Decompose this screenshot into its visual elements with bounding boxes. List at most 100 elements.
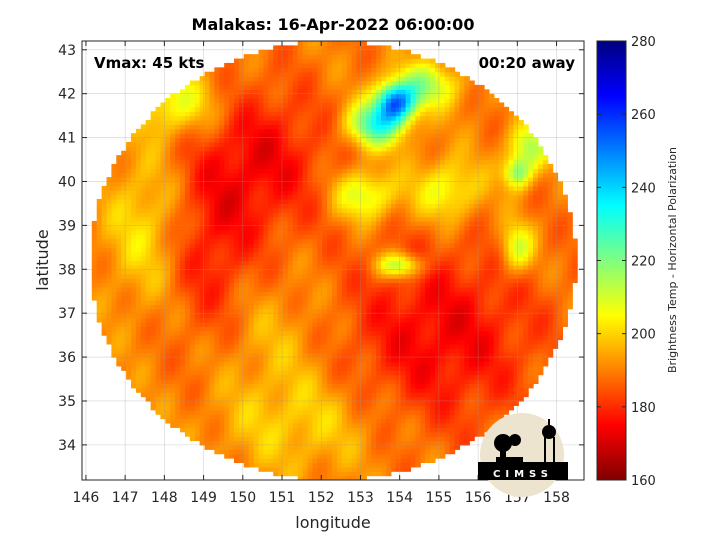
swath-cell xyxy=(278,242,284,248)
swath-cell xyxy=(410,212,416,218)
swath-cell xyxy=(346,379,353,385)
swath-cell xyxy=(542,212,549,218)
swath-cell xyxy=(209,414,215,420)
swath-cell xyxy=(420,427,426,433)
swath-cell xyxy=(479,313,485,319)
swath-cell xyxy=(258,444,264,450)
swath-cell xyxy=(101,229,108,235)
swath-cell xyxy=(238,335,245,341)
swath-cell xyxy=(503,282,510,288)
swath-cell xyxy=(238,449,245,455)
swath-cell xyxy=(317,330,323,336)
swath-cell xyxy=(160,326,166,332)
swath-cell xyxy=(459,295,465,301)
swath-cell xyxy=(307,321,314,327)
swath-cell xyxy=(297,308,304,314)
swath-cell xyxy=(204,238,211,244)
swath-cell xyxy=(498,409,505,415)
swath-cell xyxy=(420,229,426,235)
swath-cell xyxy=(224,308,230,314)
swath-cell xyxy=(390,365,397,371)
swath-cell xyxy=(126,321,132,327)
swath-cell xyxy=(204,330,211,336)
swath-cell xyxy=(160,238,166,244)
swath-cell xyxy=(150,247,157,253)
swath-cell xyxy=(528,321,534,327)
swath-cell xyxy=(199,431,206,437)
swath-cell xyxy=(219,396,225,402)
swath-cell xyxy=(361,225,367,231)
swath-cell xyxy=(135,295,142,301)
swath-cell xyxy=(111,313,117,319)
swath-cell xyxy=(381,396,387,402)
swath-cell xyxy=(258,282,264,288)
swath-cell xyxy=(287,229,294,235)
swath-cell xyxy=(454,427,461,433)
swath-cell xyxy=(498,357,505,363)
swath-cell xyxy=(341,414,348,420)
swath-cell xyxy=(464,300,470,305)
swath-cell xyxy=(410,379,416,385)
swath-cell xyxy=(562,225,568,231)
swath-cell xyxy=(268,321,274,327)
swath-cell xyxy=(493,361,500,367)
swath-cell xyxy=(283,308,289,314)
swath-cell xyxy=(96,220,103,226)
swath-cell xyxy=(224,216,230,222)
swath-cell xyxy=(140,339,147,345)
swath-cell xyxy=(434,300,441,305)
swath-cell xyxy=(327,212,333,218)
swath-cell xyxy=(292,471,299,477)
swath-cell xyxy=(444,405,451,411)
swath-cell xyxy=(483,256,490,262)
swath-cell xyxy=(131,379,137,385)
swath-cell xyxy=(336,343,343,349)
swath-cell xyxy=(297,400,304,406)
swath-cell xyxy=(307,216,314,222)
swath-cell xyxy=(150,269,157,275)
swath-cell xyxy=(444,295,451,301)
swath-cell xyxy=(327,291,333,297)
swath-cell xyxy=(307,422,314,428)
swath-cell xyxy=(503,405,510,411)
swath-cell xyxy=(263,234,269,240)
swath-cell xyxy=(336,475,343,480)
swath-cell xyxy=(126,242,132,248)
swath-cell xyxy=(547,212,554,218)
swath-cell xyxy=(292,260,299,266)
swath-cell xyxy=(552,330,559,336)
swath-cell xyxy=(518,212,524,218)
swath-cell xyxy=(537,242,544,248)
swath-cell xyxy=(165,269,171,275)
swath-cell xyxy=(96,308,103,314)
swath-cell xyxy=(297,431,304,437)
swath-cell xyxy=(336,321,343,327)
swath-cell xyxy=(189,282,196,288)
swath-cell xyxy=(297,282,304,288)
swath-cell xyxy=(209,392,215,398)
swath-cell xyxy=(518,370,524,376)
swath-cell xyxy=(459,409,465,415)
swath-cell xyxy=(410,409,416,415)
swath-cell xyxy=(253,225,260,231)
swath-cell xyxy=(547,269,554,275)
swath-cell xyxy=(513,295,519,301)
swath-cell xyxy=(459,264,465,270)
swath-cell xyxy=(111,229,117,235)
swath-cell xyxy=(351,260,358,266)
swath-cell xyxy=(415,242,421,248)
swath-cell xyxy=(341,453,348,459)
swath-cell xyxy=(361,436,367,442)
swath-cell xyxy=(493,251,500,257)
swath-cell xyxy=(434,225,441,231)
swath-cell xyxy=(278,370,284,376)
swath-cell xyxy=(528,330,534,336)
swath-cell xyxy=(150,321,157,327)
swath-cell xyxy=(356,357,363,363)
swath-cell xyxy=(523,374,529,380)
swath-cell xyxy=(283,212,289,218)
swath-cell xyxy=(474,212,480,218)
swath-cell xyxy=(518,286,524,292)
swath-cell xyxy=(194,348,201,354)
swath-cell xyxy=(312,370,318,376)
